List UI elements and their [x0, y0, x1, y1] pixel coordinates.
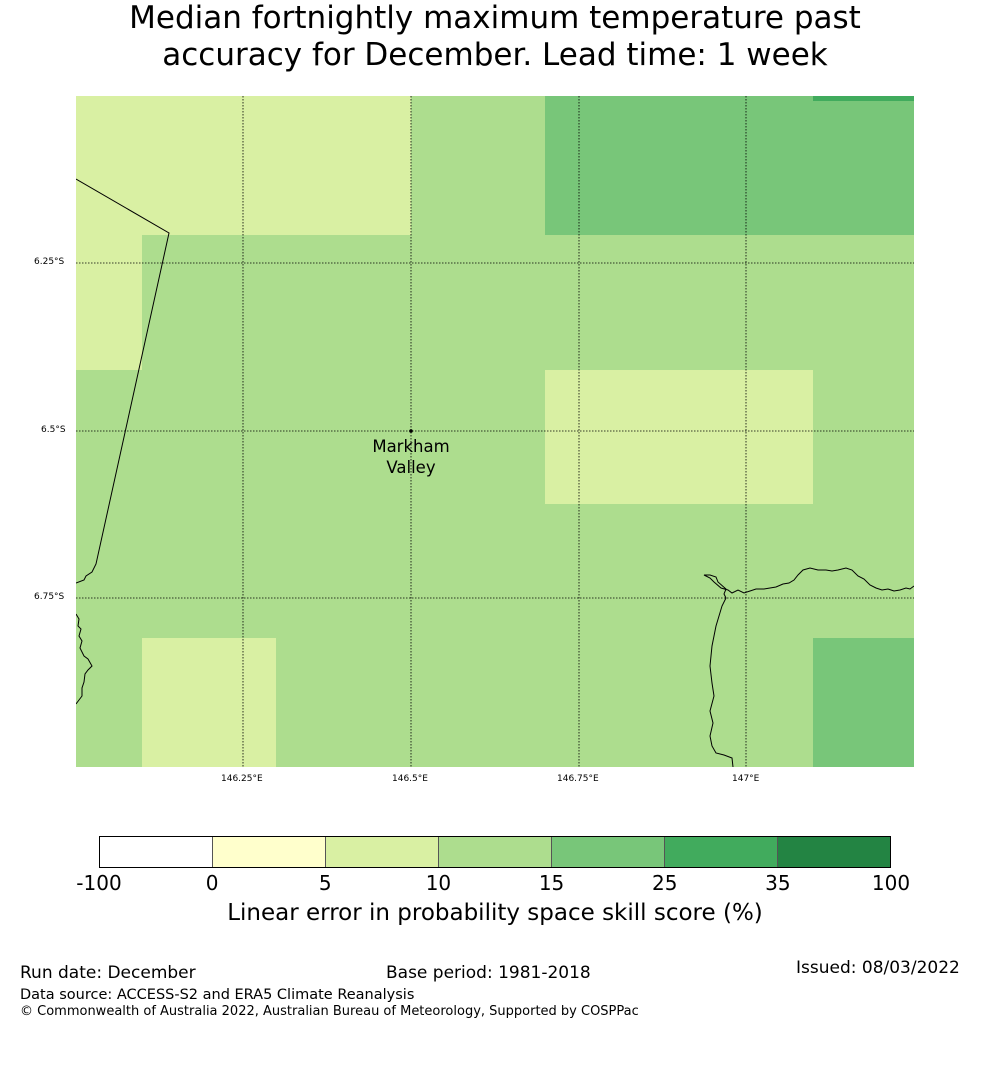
grid-cell	[813, 96, 914, 101]
place-marker-icon	[409, 429, 413, 433]
colorbar-segment	[665, 837, 778, 867]
grid-cell	[545, 370, 813, 504]
colorbar-segment	[439, 837, 552, 867]
lat-label-6-25: 6.25°S	[34, 257, 65, 267]
lon-label-146-75: 146.75°E	[557, 774, 599, 784]
colorbar	[99, 836, 891, 868]
lon-label-146-5: 146.5°E	[392, 774, 428, 784]
map-title: Median fortnightly maximum temperature p…	[0, 0, 990, 74]
run-date: Run date: December	[20, 963, 196, 983]
title-line-1: Median fortnightly maximum temperature p…	[129, 0, 861, 36]
grid-cell	[545, 96, 914, 235]
colorbar-segment	[326, 837, 439, 867]
data-source: Data source: ACCESS-S2 and ERA5 Climate …	[20, 987, 415, 1003]
copyright: © Commonwealth of Australia 2022, Austra…	[20, 1004, 639, 1019]
issued-date: Issued: 08/03/2022	[796, 958, 960, 978]
colorbar-label: Linear error in probability space skill …	[227, 900, 763, 926]
colorbar-tick-label: -100	[76, 871, 122, 895]
border-line	[76, 178, 170, 584]
coastlines-and-borders	[76, 178, 914, 767]
grid-cell	[76, 96, 411, 235]
place-label-line-1: Markham	[372, 437, 449, 456]
coastline-west	[76, 613, 93, 705]
colorbar-tick-label: 10	[425, 871, 452, 895]
colorbar-tick-label: 5	[318, 871, 332, 895]
colorbar-segment	[778, 837, 890, 867]
colorbar-tick-label: 35	[765, 871, 791, 895]
skill-score-map: Markham Valley	[76, 96, 914, 767]
grid-cell	[76, 235, 142, 370]
grid-cell	[813, 638, 914, 767]
colorbar-segment	[213, 837, 326, 867]
lat-label-6-5: 6.5°S	[41, 425, 66, 435]
title-line-2: accuracy for December. Lead time: 1 week	[162, 37, 828, 73]
colorbar-tick-label: 0	[205, 871, 219, 895]
colorbar-tick-label: 25	[651, 871, 678, 895]
colorbar-tick-label: 100	[871, 871, 911, 895]
lon-label-147: 147°E	[732, 774, 760, 784]
colorbar-tick-label: 15	[538, 871, 565, 895]
coastline-gulf	[703, 567, 914, 767]
graticule	[76, 96, 914, 767]
grid-cell	[142, 638, 276, 767]
colorbar-segment	[100, 837, 213, 867]
skill-grid	[76, 96, 914, 767]
lat-label-6-75: 6.75°S	[34, 592, 65, 602]
base-period: Base period: 1981-2018	[386, 963, 591, 983]
place-label-line-2: Valley	[386, 458, 435, 477]
colorbar-segment	[552, 837, 665, 867]
lon-label-146-25: 146.25°E	[221, 774, 263, 784]
